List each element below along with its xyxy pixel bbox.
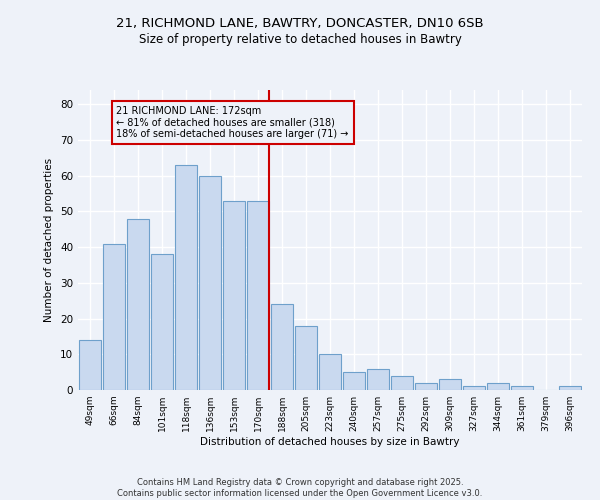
Bar bbox=[487, 383, 509, 390]
X-axis label: Distribution of detached houses by size in Bawtry: Distribution of detached houses by size … bbox=[200, 437, 460, 447]
Bar bbox=[199, 176, 221, 390]
Bar bbox=[103, 244, 125, 390]
Bar bbox=[127, 218, 149, 390]
Bar bbox=[151, 254, 173, 390]
Y-axis label: Number of detached properties: Number of detached properties bbox=[44, 158, 55, 322]
Bar bbox=[79, 340, 101, 390]
Bar bbox=[439, 380, 461, 390]
Bar bbox=[295, 326, 317, 390]
Bar bbox=[559, 386, 581, 390]
Bar bbox=[319, 354, 341, 390]
Bar bbox=[343, 372, 365, 390]
Bar bbox=[463, 386, 485, 390]
Text: 21, RICHMOND LANE, BAWTRY, DONCASTER, DN10 6SB: 21, RICHMOND LANE, BAWTRY, DONCASTER, DN… bbox=[116, 18, 484, 30]
Text: 21 RICHMOND LANE: 172sqm
← 81% of detached houses are smaller (318)
18% of semi-: 21 RICHMOND LANE: 172sqm ← 81% of detach… bbox=[116, 106, 349, 140]
Bar bbox=[247, 200, 269, 390]
Bar bbox=[175, 165, 197, 390]
Bar bbox=[415, 383, 437, 390]
Text: Contains HM Land Registry data © Crown copyright and database right 2025.
Contai: Contains HM Land Registry data © Crown c… bbox=[118, 478, 482, 498]
Bar bbox=[367, 368, 389, 390]
Bar bbox=[223, 200, 245, 390]
Bar bbox=[271, 304, 293, 390]
Bar bbox=[511, 386, 533, 390]
Text: Size of property relative to detached houses in Bawtry: Size of property relative to detached ho… bbox=[139, 32, 461, 46]
Bar bbox=[391, 376, 413, 390]
